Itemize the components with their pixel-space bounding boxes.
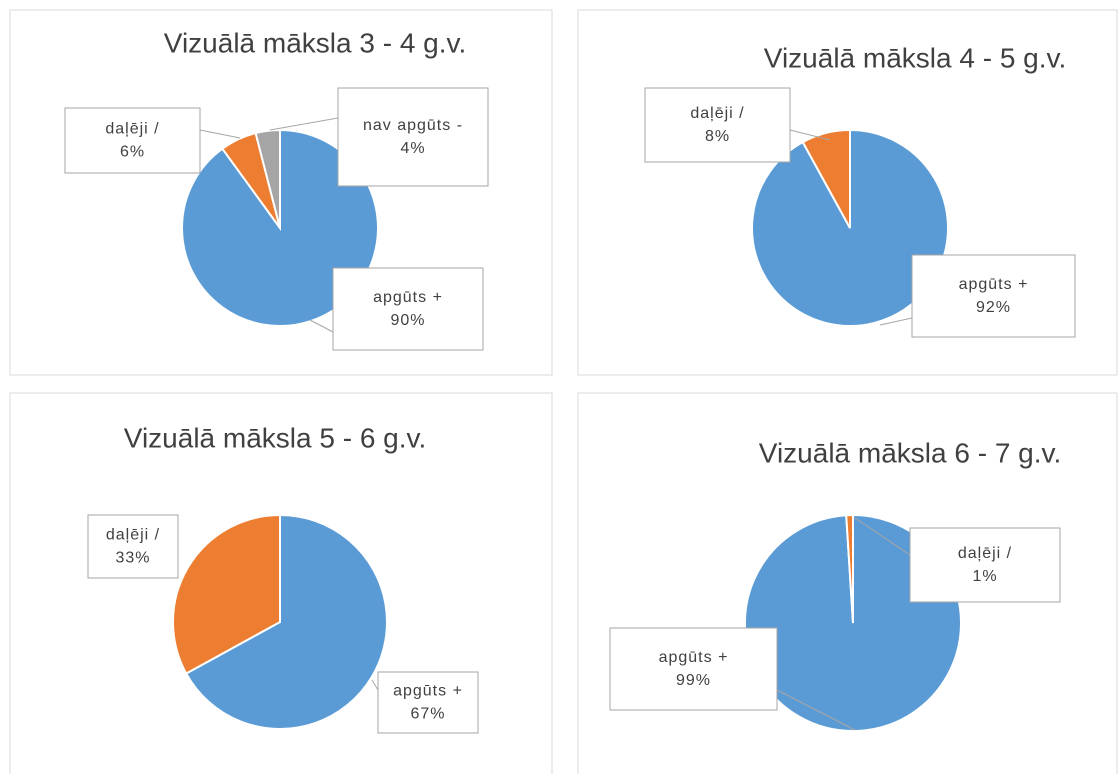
pie-slice [172,513,281,675]
data-label-value: 99% [676,672,711,689]
panel [9,392,553,774]
chart-title: Vizuālā māksla 5 - 6 g.v. [124,422,426,453]
pie-slice [751,128,949,327]
data-label-value: 4% [400,140,425,157]
data-label-name: daļēji / [958,545,1012,562]
data-label-name: daļēji / [690,105,744,122]
data-label-value: 1% [972,568,997,585]
leader-line [309,319,334,333]
leader-line [371,679,379,691]
leader-line [269,117,339,131]
leader-line [199,129,241,139]
pie-slice [845,513,854,624]
data-label-name: apgūts + [959,276,1029,293]
data-label-value: 92% [976,299,1011,316]
data-label-name: apgūts + [393,683,463,700]
data-label-value: 67% [410,706,445,723]
leader-line [789,129,831,141]
label-box [64,107,201,174]
label-box [644,87,791,163]
pie-slice [184,513,388,730]
label-box [609,627,778,711]
label-box [337,87,489,187]
chart-title: Vizuālā māksla 4 - 5 g.v. [764,42,1066,73]
data-label-name: daļēji / [105,121,159,138]
chart-title: Vizuālā māksla 3 - 4 g.v. [164,27,466,58]
label-box [911,254,1076,338]
panel [577,392,1118,774]
label-box [377,671,479,734]
leader-line [776,689,856,731]
label-box [332,267,484,351]
data-label-name: apgūts + [659,649,729,666]
leader-line [854,517,911,556]
panel [9,9,553,376]
label-box [87,514,179,579]
data-label-name: apgūts + [373,289,443,306]
data-label-value: 8% [705,128,730,145]
data-label-name: daļēji / [106,527,160,544]
data-label-value: 33% [115,550,150,567]
label-box [909,527,1061,603]
leader-line [879,317,913,326]
data-label-value: 90% [390,312,425,329]
pie-slice [801,128,851,229]
pie-slice [254,128,281,229]
chart-title: Vizuālā māksla 6 - 7 g.v. [759,437,1061,468]
data-label-name: nav apgūts - [363,117,463,134]
panel [577,9,1118,376]
data-label-value: 6% [120,144,145,161]
